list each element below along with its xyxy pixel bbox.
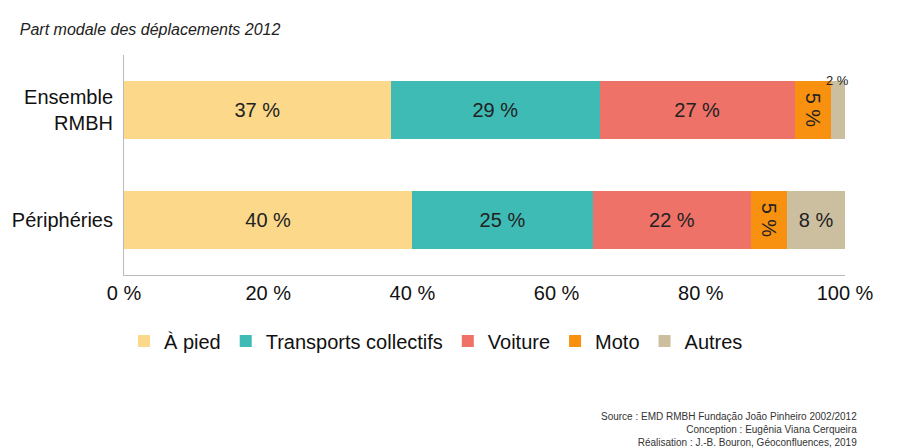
svg-text:Transports collectifs: Transports collectifs [266,331,443,353]
svg-text:29 %: 29 % [472,99,518,121]
svg-text:EnsembleRMBH: EnsembleRMBH [24,86,113,134]
svg-text:Source : EMD RMBH Fundação Joã: Source : EMD RMBH Fundação João Pinheiro… [601,411,857,448]
svg-text:À pied: À pied [164,331,221,353]
svg-text:5 %: 5 % [802,93,824,128]
svg-text:20 %: 20 % [245,282,291,304]
svg-text:80 %: 80 % [678,282,724,304]
svg-text:40 %: 40 % [390,282,436,304]
svg-text:Périphéries: Périphéries [12,209,113,231]
svg-text:Autres: Autres [685,331,743,353]
svg-text:40 %: 40 % [245,209,291,231]
svg-text:0 %: 0 % [107,282,142,304]
svg-text:25 %: 25 % [480,209,526,231]
svg-text:Part modale des déplacements 2: Part modale des déplacements 2012 [20,21,281,38]
svg-text:Moto: Moto [595,331,639,353]
svg-text:Voiture: Voiture [488,331,550,353]
svg-text:27 %: 27 % [674,99,720,121]
svg-text:22 %: 22 % [649,209,695,231]
svg-text:100 %: 100 % [817,282,874,304]
svg-text:60 %: 60 % [534,282,580,304]
svg-text:37 %: 37 % [234,99,280,121]
svg-text:8 %: 8 % [799,209,834,231]
svg-text:2 %: 2 % [826,73,849,88]
svg-text:5 %: 5 % [758,203,780,238]
